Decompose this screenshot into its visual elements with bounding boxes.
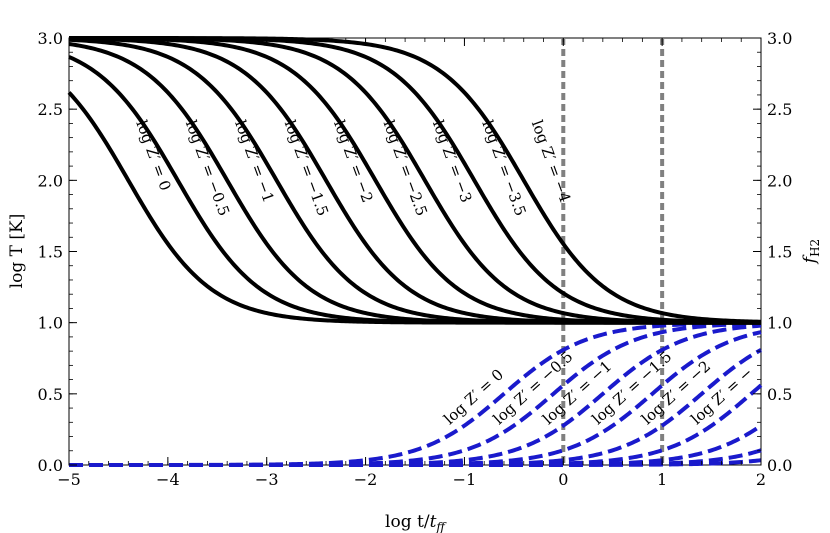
y-tick-label-right: 2.0 bbox=[767, 171, 792, 190]
x-tick-label: −1 bbox=[453, 470, 477, 489]
fh2-curve bbox=[69, 458, 762, 467]
temperature-curve-label: log Z′ = −1 bbox=[231, 118, 277, 205]
y-tick-label-left: 0.5 bbox=[38, 385, 63, 404]
y-tick-label-left: 3.0 bbox=[38, 29, 63, 48]
y-tick-label-left: 1.5 bbox=[38, 243, 63, 262]
temperature-curve-label: log Z′ = −3 bbox=[429, 118, 475, 205]
y-tick-label-right: 1.0 bbox=[767, 314, 792, 333]
y-tick-label-right: 1.5 bbox=[767, 243, 792, 262]
x-tick-label: −2 bbox=[354, 470, 378, 489]
x-tick-label: −4 bbox=[156, 470, 180, 489]
y-tick-label-right: 3.0 bbox=[767, 29, 792, 48]
y-tick-label-left: 2.0 bbox=[38, 171, 63, 190]
fh2-curve bbox=[69, 323, 762, 467]
x-axis-title: log t/tff bbox=[385, 512, 447, 533]
x-tick-label: 1 bbox=[657, 470, 667, 489]
y-tick-label-left: 1.0 bbox=[38, 314, 63, 333]
x-tick-label: −3 bbox=[255, 470, 279, 489]
temperature-curve-label: log Z′ = 0 bbox=[132, 118, 174, 193]
temperature-curve-label: log Z′ = −2 bbox=[330, 118, 376, 205]
y-tick-label-right: 0.5 bbox=[767, 385, 792, 404]
x-tick-label: 2 bbox=[756, 470, 766, 489]
axis-ticks: −5 −4 −3 −2 −1 0 1 20.0 0.00.5 0.51.0 1.01.5 1.52.0… bbox=[38, 29, 793, 489]
x-tick-label: 0 bbox=[558, 470, 568, 489]
temperature-curves bbox=[67, 36, 762, 325]
temperature-curve-label: log Z′ = −4 bbox=[528, 118, 574, 205]
y-tick-label-right: 2.5 bbox=[767, 100, 792, 119]
fh2-curves bbox=[69, 320, 763, 467]
reference-lines bbox=[561, 38, 665, 465]
y-tick-label-left: 2.5 bbox=[38, 100, 63, 119]
y-tick-label-left: 0.0 bbox=[38, 456, 63, 475]
y-axis-title-left: log T [K] bbox=[7, 214, 27, 289]
y-axis-title-right: fH2 bbox=[800, 239, 822, 265]
x-tick-label: −5 bbox=[57, 470, 81, 489]
temperature-curve bbox=[69, 36, 762, 324]
fh2-curve bbox=[69, 320, 762, 467]
y-tick-label-right: 0.0 bbox=[767, 456, 792, 475]
fh2-curve bbox=[69, 321, 762, 467]
